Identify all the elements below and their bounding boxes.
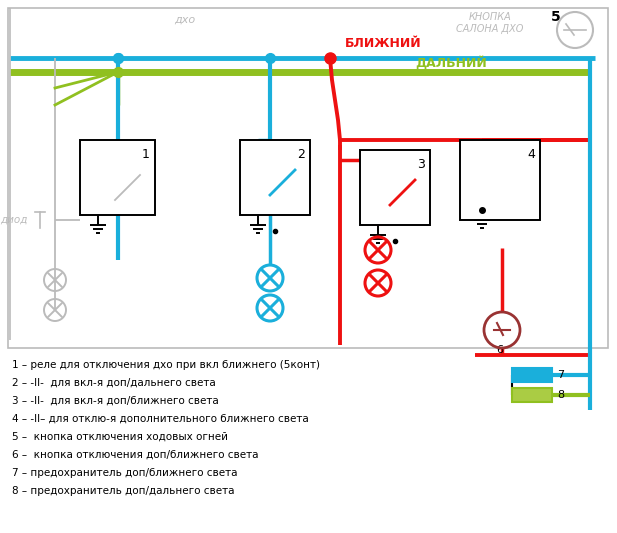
Text: 6: 6 bbox=[496, 345, 503, 355]
Text: 7: 7 bbox=[557, 370, 564, 380]
Text: 2 – -II-  для вкл-я доп/дальнего света: 2 – -II- для вкл-я доп/дальнего света bbox=[12, 378, 216, 388]
Text: 1 – реле для отключения дхо при вкл ближнего (5конт): 1 – реле для отключения дхо при вкл ближ… bbox=[12, 360, 320, 370]
Text: диод: диод bbox=[1, 215, 28, 225]
Text: 3 – -II-  для вкл-я доп/ближнего света: 3 – -II- для вкл-я доп/ближнего света bbox=[12, 396, 219, 406]
Text: 1: 1 bbox=[142, 148, 150, 161]
Text: дхо: дхо bbox=[175, 15, 196, 25]
Text: 4 – -II– для отклю-я дополнительного ближнего света: 4 – -II– для отклю-я дополнительного бли… bbox=[12, 414, 308, 424]
Text: БЛИЖНИЙ: БЛИЖНИЙ bbox=[345, 37, 421, 50]
FancyBboxPatch shape bbox=[80, 140, 155, 215]
Text: 5 –  кнопка отключения ходовых огней: 5 – кнопка отключения ходовых огней bbox=[12, 432, 228, 442]
Text: 4: 4 bbox=[527, 148, 535, 161]
Text: 7 – предохранитель доп/ближнего света: 7 – предохранитель доп/ближнего света bbox=[12, 468, 238, 478]
Text: 5: 5 bbox=[551, 10, 561, 24]
FancyBboxPatch shape bbox=[512, 368, 552, 382]
Text: 6 –  кнопка отключения доп/ближнего света: 6 – кнопка отключения доп/ближнего света bbox=[12, 450, 259, 460]
Text: 8 – предохранитель доп/дальнего света: 8 – предохранитель доп/дальнего света bbox=[12, 486, 234, 496]
Text: ДАЛЬНИЙ: ДАЛЬНИЙ bbox=[415, 56, 487, 70]
Text: 2: 2 bbox=[297, 148, 305, 161]
Text: КНОПКА
САЛОНА ДХО: КНОПКА САЛОНА ДХО bbox=[457, 12, 524, 34]
FancyBboxPatch shape bbox=[460, 140, 540, 220]
FancyBboxPatch shape bbox=[360, 150, 430, 225]
FancyBboxPatch shape bbox=[240, 140, 310, 215]
FancyBboxPatch shape bbox=[512, 388, 552, 402]
Text: 8: 8 bbox=[557, 390, 564, 400]
Text: 3: 3 bbox=[417, 158, 425, 171]
